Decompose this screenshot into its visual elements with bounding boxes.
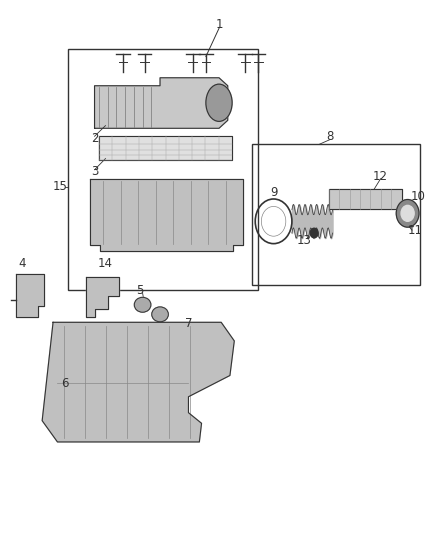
Text: 5: 5 [136,284,143,297]
Text: 15: 15 [52,180,67,193]
Text: 8: 8 [327,130,334,143]
Text: 9: 9 [270,185,277,199]
Bar [252,144,420,285]
Text: 6: 6 [62,377,69,390]
Bar [68,49,258,290]
Text: 3: 3 [91,165,98,179]
Ellipse shape [134,297,151,312]
Polygon shape [90,179,243,251]
Text: 10: 10 [410,190,425,203]
Text: 12: 12 [373,169,388,183]
Polygon shape [86,277,119,317]
Text: 4: 4 [18,257,25,270]
Circle shape [396,199,419,227]
Circle shape [310,228,318,238]
Circle shape [401,205,414,221]
Text: 13: 13 [297,235,311,247]
Text: 11: 11 [408,224,423,237]
Ellipse shape [152,307,168,322]
Ellipse shape [206,84,232,122]
Text: 7: 7 [185,318,192,330]
Polygon shape [329,189,402,209]
Polygon shape [42,322,234,442]
Polygon shape [95,78,228,128]
Polygon shape [16,274,44,317]
Text: 14: 14 [98,257,113,270]
Text: 2: 2 [91,132,98,146]
Text: 1: 1 [215,18,223,31]
Polygon shape [99,136,232,160]
